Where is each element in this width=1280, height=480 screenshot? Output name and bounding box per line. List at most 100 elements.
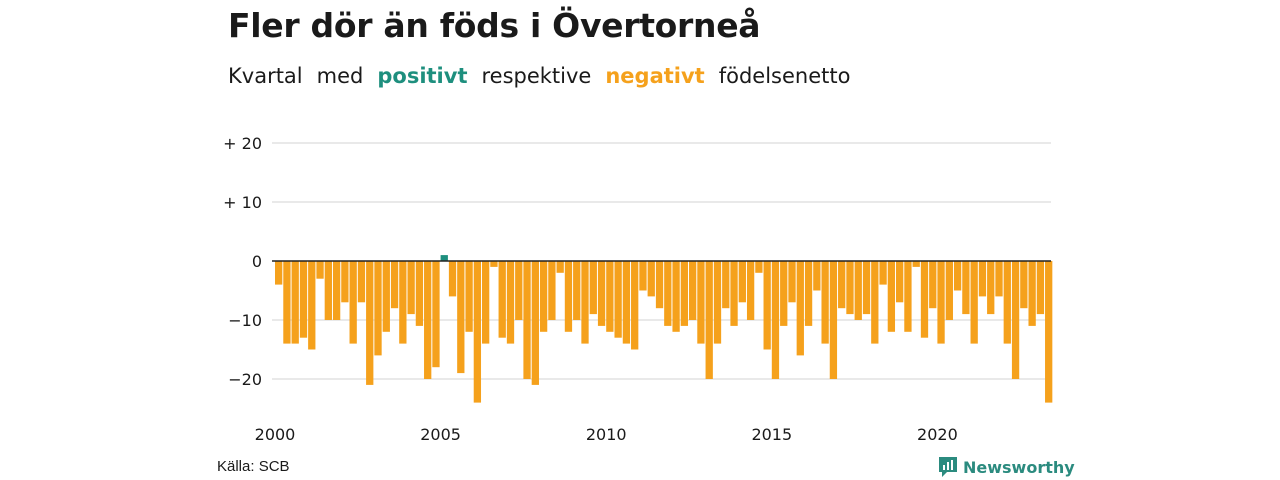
bar	[515, 261, 523, 320]
bar	[324, 261, 332, 320]
bar	[357, 261, 366, 303]
source-label: Källa: SCB	[217, 458, 290, 475]
subtitle-word: med	[316, 64, 364, 88]
bar	[672, 261, 680, 332]
bar	[589, 261, 597, 315]
chart-title: Fler dör än föds i Övertorneå	[228, 6, 761, 45]
bar	[738, 261, 746, 303]
bar	[614, 261, 622, 338]
bar	[374, 261, 382, 356]
bar	[929, 261, 937, 309]
bar	[1045, 261, 1053, 403]
bar	[821, 261, 829, 344]
x-tick-label: 2020	[917, 425, 958, 444]
bar	[283, 261, 291, 344]
bar	[896, 261, 904, 303]
bar	[291, 261, 299, 344]
bar	[523, 261, 531, 379]
bar	[597, 261, 606, 326]
bar	[424, 261, 432, 379]
bar	[631, 261, 639, 350]
bar	[788, 261, 796, 303]
bar	[539, 261, 548, 332]
bar	[713, 261, 722, 344]
y-tick-label: −20	[228, 370, 262, 389]
bar	[705, 261, 713, 379]
bar	[316, 261, 324, 279]
bar	[407, 261, 415, 315]
bars	[275, 255, 1053, 403]
bar	[465, 261, 473, 332]
bar	[829, 261, 838, 379]
bar	[440, 255, 448, 261]
chart-subtitle: Kvartal med positivt respektive negativt föde…	[228, 64, 864, 88]
bar	[846, 261, 854, 315]
bar	[680, 261, 689, 326]
bar	[415, 261, 424, 326]
x-tick-label: 2000	[255, 425, 296, 444]
bar	[448, 261, 457, 297]
bar	[506, 261, 515, 344]
y-tick-label: + 10	[223, 193, 262, 212]
y-tick-label: −10	[228, 311, 262, 330]
bar	[366, 261, 374, 385]
bar	[299, 261, 308, 338]
bar	[722, 261, 730, 309]
bar	[920, 261, 929, 338]
bar	[689, 261, 697, 320]
bar	[912, 261, 920, 267]
bar	[622, 261, 631, 344]
bar	[639, 261, 647, 291]
bar	[647, 261, 655, 297]
x-axis-labels: 2000 2005 2010 2015 2020	[255, 425, 958, 444]
bar	[573, 261, 581, 320]
bar	[490, 261, 498, 267]
bar	[308, 261, 316, 350]
brand-name: Newsworthy	[963, 457, 1075, 477]
bar	[697, 261, 705, 344]
bar	[945, 261, 953, 320]
bar	[556, 261, 564, 273]
bar	[962, 261, 970, 315]
bar	[531, 261, 539, 385]
bar	[498, 261, 506, 338]
bar	[755, 261, 763, 273]
bar	[390, 261, 399, 309]
bar	[1028, 261, 1036, 326]
subtitle-word: födelsenetto	[718, 64, 851, 88]
bar	[482, 261, 490, 344]
bar	[548, 261, 556, 320]
bar	[349, 261, 357, 344]
brand-logo: Newsworthy	[938, 456, 1075, 478]
y-tick-label: + 20	[223, 134, 262, 153]
bar	[655, 261, 664, 309]
bar	[838, 261, 846, 309]
bar	[987, 261, 995, 315]
bar	[1011, 261, 1020, 379]
bar	[871, 261, 879, 344]
bar	[780, 261, 788, 326]
bar	[275, 261, 283, 285]
subtitle-negative-word: negativt	[605, 64, 705, 88]
bar	[730, 261, 738, 326]
bar	[813, 261, 821, 291]
bar	[854, 261, 862, 320]
bar	[796, 261, 804, 356]
bar	[1003, 261, 1011, 344]
bar	[746, 261, 755, 320]
bar	[564, 261, 573, 332]
x-tick-label: 2010	[586, 425, 627, 444]
subtitle-word: Kvartal	[228, 64, 303, 88]
bar	[341, 261, 349, 303]
y-tick-label: 0	[252, 252, 262, 271]
bar	[581, 261, 589, 344]
bar	[473, 261, 482, 403]
bar	[879, 261, 887, 285]
subtitle-positive-word: positivt	[377, 64, 468, 88]
bar	[887, 261, 896, 332]
bar	[432, 261, 440, 368]
bar	[904, 261, 912, 332]
bar	[1036, 261, 1045, 315]
subtitle-word: respektive	[481, 64, 592, 88]
